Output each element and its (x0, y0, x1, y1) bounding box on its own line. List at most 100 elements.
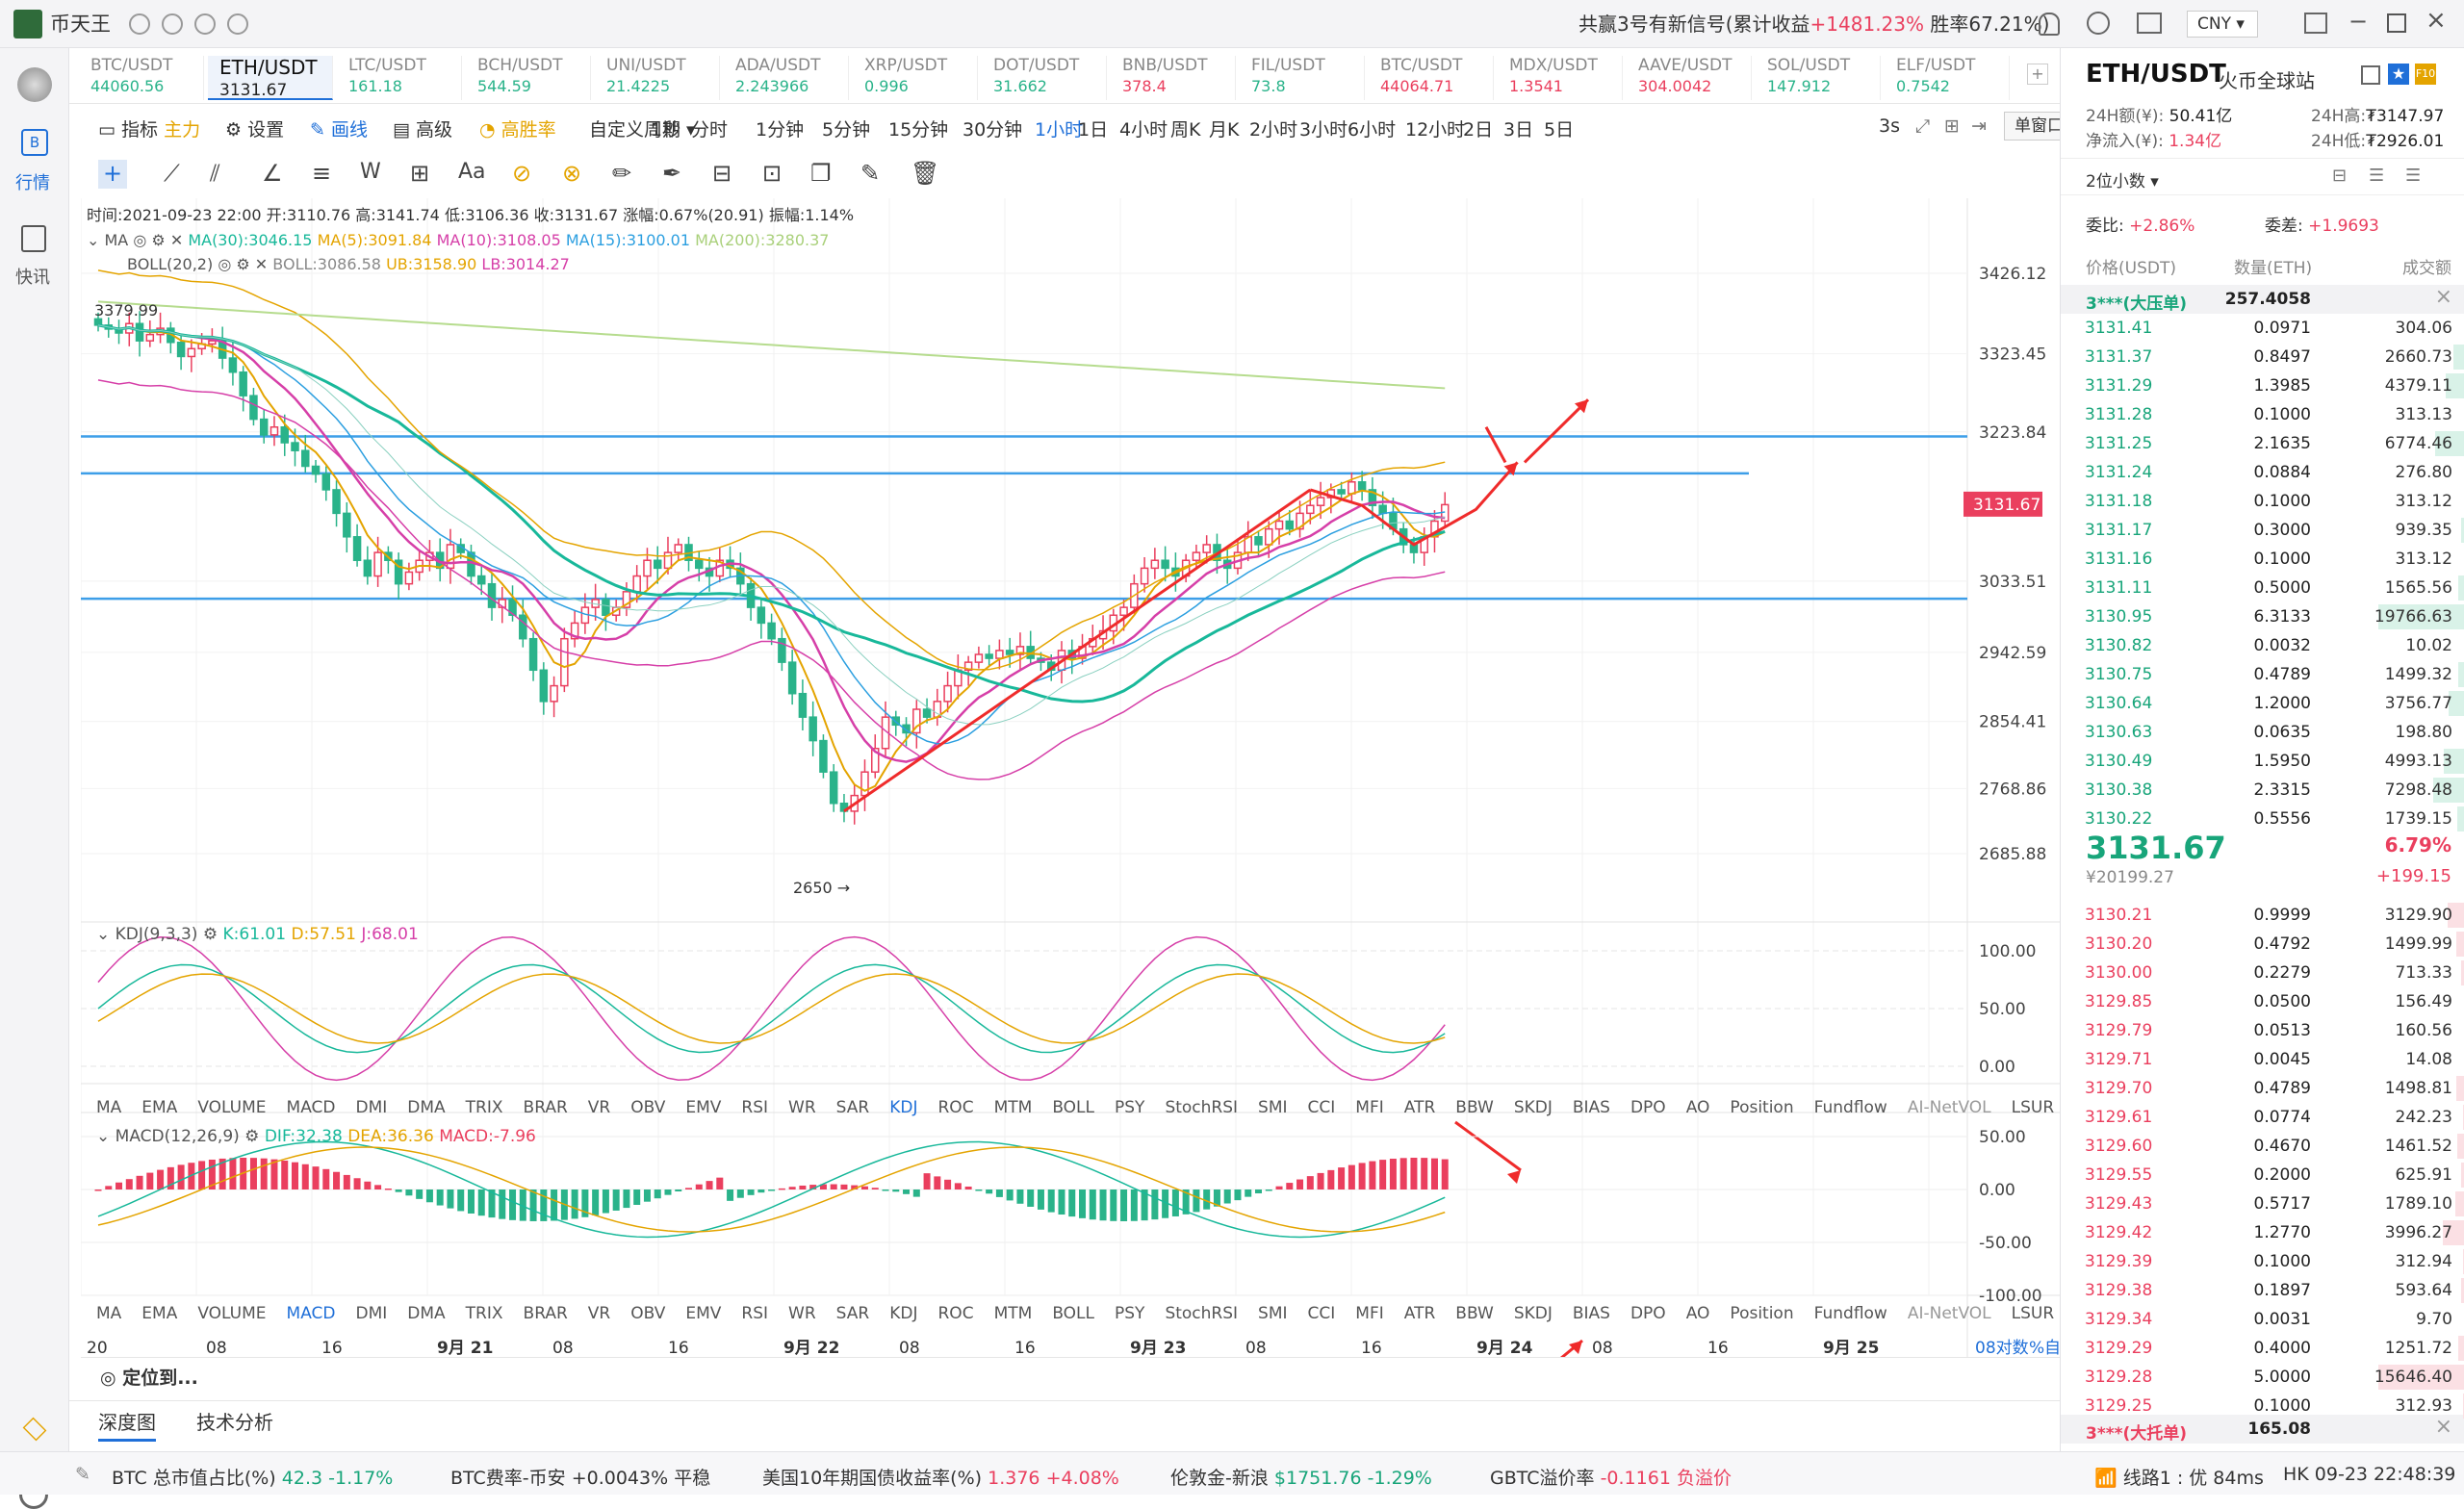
measure-tool-icon[interactable]: ⊟ (712, 160, 732, 187)
indicator-tab-bbw[interactable]: BBW (1455, 1304, 1494, 1323)
period-15[interactable]: 2日 (1463, 115, 1493, 141)
indicator-tab-roc[interactable]: ROC (938, 1304, 974, 1323)
indicator-tab-mfi[interactable]: MFI (1355, 1098, 1383, 1117)
indicator-tab-trix[interactable]: TRIX (466, 1098, 503, 1117)
indicator-tab-wr[interactable]: WR (788, 1098, 816, 1117)
nav-news-label[interactable]: 快讯 (15, 264, 50, 289)
indicator-tab-roc[interactable]: ROC (938, 1098, 974, 1117)
layout-icon[interactable] (2304, 13, 2327, 34)
indicator-tab-position[interactable]: Position (1730, 1304, 1793, 1323)
diamond-icon[interactable] (23, 1418, 47, 1442)
bell-icon[interactable] (2039, 13, 2060, 36)
period-1[interactable]: 分时 (691, 115, 728, 141)
fib-tool-icon[interactable]: ≡ (312, 160, 331, 187)
indicator-tab-dmi[interactable]: DMI (356, 1304, 388, 1323)
winrate-button[interactable]: ◔ 高胜率 (479, 115, 556, 141)
block-icon[interactable] (194, 13, 216, 35)
indicator-tab-sar[interactable]: SAR (836, 1304, 870, 1323)
period-11[interactable]: 2小时 (1249, 115, 1297, 141)
percent-scale-toggle[interactable]: % (2029, 1339, 2044, 1358)
indicator-tab-ma[interactable]: MA (96, 1098, 121, 1117)
period-16[interactable]: 3日 (1503, 115, 1533, 141)
close-icon[interactable]: × (2435, 285, 2452, 309)
exit-icon[interactable]: ⇥ (1971, 115, 1987, 137)
indicator-tab-bias[interactable]: BIAS (1573, 1304, 1610, 1323)
auto-scale-toggle[interactable]: 自动 (2044, 1339, 2060, 1358)
screenshot-icon[interactable]: ⊞ (1944, 115, 1960, 137)
star-icon[interactable]: ★ (2388, 64, 2409, 85)
period-2[interactable]: 1分钟 (756, 115, 804, 141)
period-10[interactable]: 月K (1209, 115, 1239, 141)
indicator-tab-sar[interactable]: SAR (836, 1098, 870, 1117)
tab-analysis[interactable]: 技术分析 (196, 1407, 273, 1435)
indicator-tab-position[interactable]: Position (1730, 1098, 1793, 1117)
indicator-tab-dpo[interactable]: DPO (1630, 1098, 1666, 1117)
lock-tool-icon[interactable]: ⊡ (762, 160, 782, 187)
indicator-tab-kdj[interactable]: KDJ (889, 1098, 917, 1117)
indicator-tab-macd[interactable]: MACD (287, 1304, 336, 1323)
log-scale-toggle[interactable]: 08对数 (1975, 1339, 2029, 1358)
locate-button[interactable]: ◎ 定位到... (100, 1364, 198, 1390)
indicator-tab-cci[interactable]: CCI (1308, 1304, 1336, 1323)
text-tool-icon[interactable]: Aa (458, 160, 486, 184)
indicator-tab-volume[interactable]: VOLUME (197, 1304, 266, 1323)
minimize-button[interactable]: − (2348, 8, 2368, 35)
search-icon[interactable] (2087, 12, 2110, 35)
pen-tool-icon[interactable]: ✏ (612, 160, 631, 187)
period-14[interactable]: 12小时 (1405, 115, 1465, 141)
indicator-tab-mfi[interactable]: MFI (1355, 1304, 1383, 1323)
indicator-tab-cci[interactable]: CCI (1308, 1098, 1336, 1117)
indicator-tab-brar[interactable]: BRAR (524, 1098, 568, 1117)
nav-market-label[interactable]: 行情 (15, 169, 50, 194)
indicator-tab-mtm[interactable]: MTM (994, 1098, 1033, 1117)
indicator-tab-ao[interactable]: AO (1686, 1098, 1710, 1117)
indicator-tab-fundflow[interactable]: Fundflow (1814, 1304, 1887, 1323)
indicator-tab-ai-netvol[interactable]: AI-NetVOL (1908, 1098, 1991, 1117)
period-8[interactable]: 4小时 (1119, 115, 1168, 141)
view-bids-icon[interactable]: ☰ (2369, 166, 2384, 186)
status-item-4[interactable]: GBTC溢价率 -0.1161 负溢价 (1490, 1464, 1732, 1490)
indicator-tab-atr[interactable]: ATR (1404, 1304, 1436, 1323)
close-button[interactable]: × (2426, 6, 2447, 35)
indicator-tab-ao[interactable]: AO (1686, 1304, 1710, 1323)
lock-icon[interactable] (129, 13, 150, 35)
percent-icon[interactable] (162, 13, 183, 35)
status-item-1[interactable]: BTC费率-币安 +0.0043% 平稳 (450, 1464, 710, 1490)
indicator-tab-emv[interactable]: EMV (685, 1304, 721, 1323)
indicator-tab-lsur[interactable]: LSUR (2012, 1304, 2055, 1323)
period-9[interactable]: 周K (1170, 115, 1200, 141)
edit-tool-icon[interactable]: ✎ (860, 160, 880, 187)
indicator-tab-vr[interactable]: VR (588, 1098, 610, 1117)
